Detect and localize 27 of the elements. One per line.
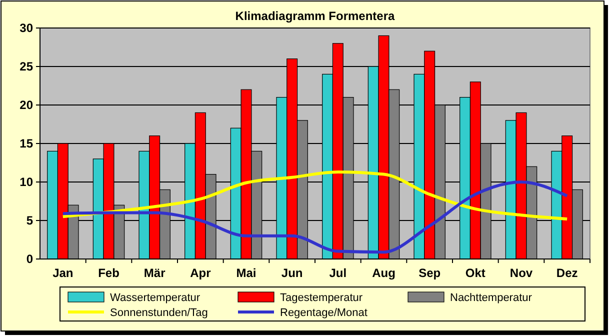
y-tick-label: 0 — [26, 252, 34, 266]
x-tick-label: Okt — [465, 266, 486, 280]
x-tick-label: Dez — [556, 266, 578, 280]
x-tick-label: Aug — [372, 266, 396, 280]
legend-label: Nachttemperatur — [450, 292, 532, 304]
x-tick-label: Nov — [510, 266, 533, 280]
x-tick-label: Feb — [98, 266, 120, 280]
y-tick-label: 5 — [26, 214, 34, 228]
legend-label: Wassertemperatur — [110, 292, 200, 304]
legend-label: Regentage/Monat — [280, 306, 368, 319]
y-tick-label: 25 — [20, 60, 34, 74]
y-tick-label: 15 — [20, 136, 34, 151]
x-tick-label: Jun — [281, 266, 303, 280]
y-tick-label: 20 — [20, 98, 34, 112]
y-tick-label: 30 — [20, 21, 34, 36]
x-tick-label: Jul — [329, 266, 347, 280]
x-tick-label: Mai — [236, 266, 256, 280]
chart-title: Klimadiagramm Formentera — [235, 9, 396, 23]
line-series — [61, 180, 569, 254]
legend-label: Tagestemperatur — [280, 292, 363, 304]
line-series — [61, 170, 569, 220]
x-tick-label: Mär — [144, 266, 166, 280]
x-tick-label: Apr — [190, 266, 212, 280]
y-tick-label: 10 — [20, 175, 34, 190]
x-tick-label: Jan — [52, 266, 74, 280]
x-tick-label: Sep — [418, 266, 441, 280]
legend-label: Sonnenstunden/Tag — [110, 306, 208, 319]
